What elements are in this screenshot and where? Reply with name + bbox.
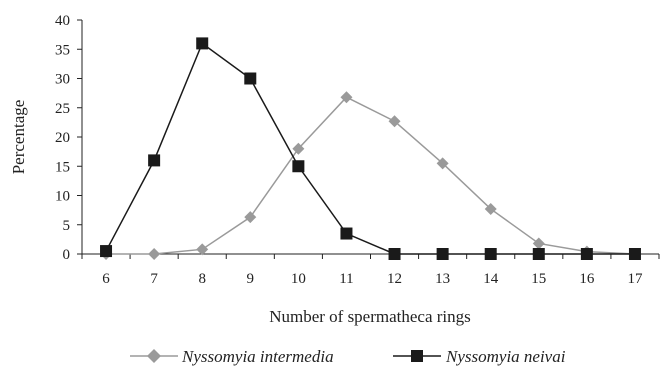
legend-item-0: Nyssomyia intermedia [130, 347, 334, 366]
series-1 [100, 37, 641, 260]
x-axis-title: Number of spermatheca rings [269, 307, 471, 326]
data-point [340, 227, 353, 240]
x-tick-label: 7 [150, 271, 158, 287]
x-tick-label: 13 [435, 271, 450, 287]
legend-item-1: Nyssomyia neivai [393, 347, 566, 366]
y-axis-title: Percentage [9, 100, 28, 175]
x-tick-label: 11 [339, 271, 353, 287]
x-tick-label: 9 [247, 271, 255, 287]
y-tick-label: 5 [63, 218, 71, 234]
series-group [100, 37, 641, 260]
y-tick-label: 10 [55, 189, 70, 205]
data-point [532, 248, 545, 260]
y-tick-label: 25 [55, 101, 70, 117]
data-point [388, 248, 401, 260]
data-point [292, 160, 305, 173]
x-ticks: 6 7 8 9 10 11 12 13 14 15 16 17 [81, 254, 660, 287]
data-point [532, 237, 545, 250]
series-0 [100, 91, 641, 260]
data-point [436, 248, 449, 260]
legend-label-0: Nyssomyia intermedia [181, 347, 334, 366]
x-tick-label: 17 [627, 271, 643, 287]
legend-marker-0 [147, 349, 161, 363]
x-tick-label: 16 [579, 271, 595, 287]
data-point [196, 243, 209, 256]
data-point [244, 211, 257, 224]
y-tick-label: 20 [55, 130, 70, 146]
x-tick-label: 15 [531, 271, 546, 287]
y-ticks: 0 5 10 15 20 25 30 35 40 [55, 13, 82, 263]
data-point [148, 248, 161, 260]
data-point [484, 202, 497, 215]
data-point [196, 37, 209, 50]
y-tick-label: 30 [55, 72, 70, 88]
data-point [436, 157, 449, 170]
data-point [100, 245, 113, 258]
data-point [628, 248, 641, 260]
data-point [148, 154, 161, 167]
series-line-0 [106, 96, 635, 255]
data-point [292, 142, 305, 155]
y-tick-label: 0 [63, 247, 71, 263]
legend-label-1: Nyssomyia neivai [445, 347, 566, 366]
legend: Nyssomyia intermedia Nyssomyia neivai [130, 347, 566, 366]
data-point [388, 115, 401, 128]
axes [81, 20, 659, 255]
data-point [484, 248, 497, 260]
x-tick-label: 6 [102, 271, 110, 287]
x-tick-label: 8 [198, 271, 206, 287]
x-tick-label: 10 [291, 271, 306, 287]
data-point [340, 91, 353, 104]
y-tick-label: 35 [55, 42, 70, 58]
x-tick-label: 12 [387, 271, 402, 287]
data-point [580, 248, 593, 260]
data-point [244, 72, 257, 85]
y-tick-label: 40 [55, 13, 70, 29]
series-line-1 [105, 42, 635, 255]
y-tick-label: 15 [55, 159, 70, 175]
x-tick-label: 14 [483, 271, 499, 287]
legend-marker-1 [411, 350, 423, 362]
